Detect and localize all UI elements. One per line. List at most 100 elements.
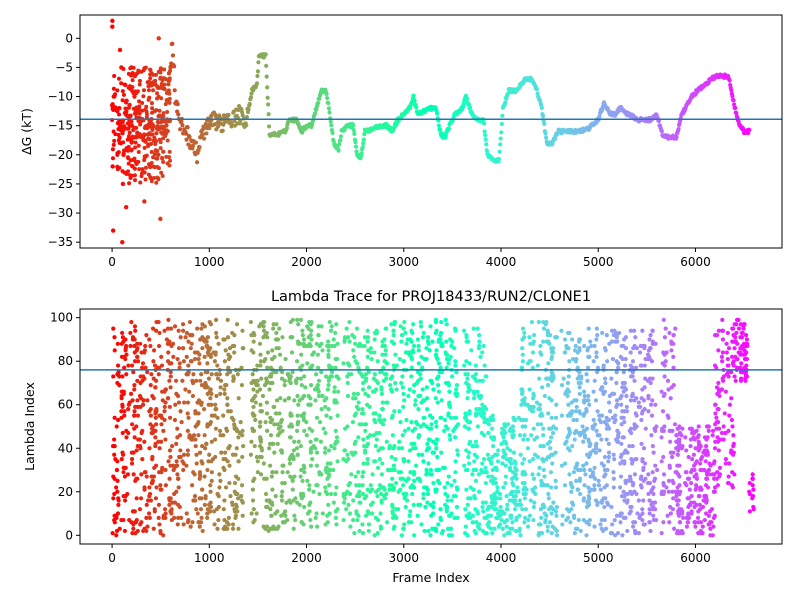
lambda-point [318, 439, 324, 444]
lambda-point [293, 517, 298, 523]
lambda-point [412, 478, 417, 483]
lambda-point [616, 365, 621, 370]
dg-y-axis-label: ΔG (kT) [19, 108, 34, 155]
lambda-point [212, 413, 217, 418]
lambda-point [599, 461, 604, 466]
lambda-point [415, 337, 420, 342]
lambda-point [599, 526, 604, 531]
lambda-point [455, 448, 460, 453]
lambda-point [716, 420, 721, 425]
lambda-point [538, 507, 544, 512]
lambda-point [546, 361, 551, 366]
lambda-point [412, 426, 418, 431]
lambda-point [282, 383, 287, 388]
lambda-point [408, 485, 413, 490]
lambda-point [251, 387, 256, 392]
lambda-point [670, 478, 675, 483]
lambda-point [133, 404, 138, 410]
lambda-point [186, 370, 191, 375]
lambda-point [606, 502, 611, 507]
lambda-point [302, 428, 307, 433]
lambda-point [595, 409, 600, 414]
lambda-point [268, 380, 273, 386]
lambda-point [260, 393, 266, 399]
lambda-point [455, 452, 460, 457]
dg-point [535, 91, 540, 96]
lambda-point [491, 443, 496, 449]
lambda-point [621, 415, 626, 420]
lambda-point [190, 393, 196, 399]
lambda-point [453, 359, 458, 364]
lambda-point [298, 317, 303, 322]
dg-point [123, 106, 128, 111]
lambda-point [181, 328, 186, 333]
lambda-point [569, 409, 575, 414]
lambda-point [169, 361, 174, 366]
lambda-point [375, 531, 380, 536]
lambda-point [576, 487, 581, 492]
lambda-point [660, 426, 665, 431]
dg-point [120, 89, 125, 94]
lambda-point [199, 383, 205, 388]
dg-point [314, 107, 319, 112]
lambda-point [714, 333, 720, 338]
lambda-point [249, 439, 254, 444]
lambda-point [545, 483, 550, 488]
lambda-point [350, 420, 356, 425]
lambda-point [602, 420, 607, 425]
lambda-point [710, 428, 716, 433]
lambda-point [568, 413, 573, 418]
lambda-point [311, 443, 316, 449]
lambda-point [165, 326, 171, 331]
lambda-point [153, 385, 158, 390]
lambda-point [477, 333, 482, 338]
lambda-point [252, 443, 257, 449]
dg-point [156, 152, 161, 157]
lambda-point [700, 524, 705, 529]
lambda-point [323, 522, 328, 527]
lambda-point [587, 354, 592, 359]
lambda-point [582, 467, 587, 473]
lambda-point [436, 389, 442, 394]
lambda-point [280, 463, 285, 468]
lambda-point [326, 383, 331, 388]
dg-point [734, 111, 739, 116]
lambda-point [146, 511, 152, 516]
lambda-point [309, 319, 314, 325]
lambda-point [495, 459, 501, 464]
lambda-point [121, 452, 126, 457]
lambda-point [226, 352, 231, 357]
lambda-point [201, 406, 207, 412]
dg-point [122, 124, 127, 129]
lambda-point [434, 424, 439, 429]
lambda-point [440, 528, 445, 534]
lambda-point [425, 441, 430, 447]
lambda-x-tick-label: 2000 [291, 551, 322, 565]
dg-point [150, 110, 155, 115]
lambda-point [602, 454, 608, 460]
lambda-point [586, 393, 591, 399]
lambda-point [241, 443, 246, 449]
lambda-point [550, 430, 556, 436]
lambda-point [449, 483, 454, 488]
lambda-point [274, 470, 279, 475]
lambda-point [121, 465, 126, 470]
lambda-point [236, 476, 241, 481]
lambda-point [226, 515, 231, 520]
lambda-point [577, 337, 582, 342]
lambda-point [145, 398, 150, 403]
lambda-point [533, 491, 538, 497]
dg-point [309, 122, 315, 127]
lambda-point [180, 378, 185, 383]
lambda-point [250, 487, 255, 492]
lambda-point [562, 483, 568, 488]
lambda-point [163, 437, 168, 442]
lambda-point [420, 387, 425, 392]
lambda-point [205, 467, 210, 473]
lambda-point [622, 363, 628, 368]
lambda-point [715, 483, 721, 488]
lambda-point [284, 500, 289, 505]
lambda-point [271, 524, 276, 529]
lambda-point [483, 480, 489, 486]
dg-point [142, 133, 147, 138]
